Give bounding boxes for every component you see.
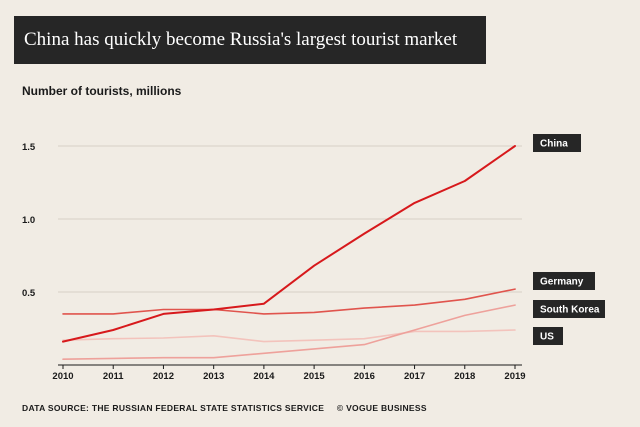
y-tick-label: 1.5	[22, 142, 36, 153]
credit: © VOGUE BUSINESS	[337, 403, 427, 413]
legend-label-germany: Germany	[540, 277, 584, 288]
y-tick-label: 1.0	[22, 215, 35, 226]
footer: DATA SOURCE: THE RUSSIAN FEDERAL STATE S…	[22, 403, 427, 413]
x-tick-label: 2010	[52, 371, 73, 382]
x-tick-label: 2013	[203, 371, 224, 382]
legend-label-china: China	[540, 139, 568, 150]
x-tick-label: 2016	[354, 371, 375, 382]
line-chart: 0.5 1.0 1.5 2010 2011 2012 2013 2014 2015 2016 201…	[0, 0, 640, 427]
x-tick-label: 2017	[404, 371, 425, 382]
x-tick-label: 2011	[103, 371, 124, 382]
data-source: DATA SOURCE: THE RUSSIAN FEDERAL STATE S…	[22, 403, 324, 413]
legend-label-south-korea: South Korea	[540, 305, 600, 316]
x-tick-label: 2012	[153, 371, 174, 382]
x-tick-label: 2014	[253, 371, 275, 382]
x-tick-label: 2018	[454, 371, 475, 382]
series-line-us	[63, 330, 515, 342]
y-tick-label: 0.5	[22, 288, 36, 299]
x-tick-label: 2019	[504, 371, 525, 382]
legend-label-us: US	[540, 332, 554, 343]
x-tick-label: 2015	[304, 371, 326, 382]
series-line-germany	[63, 289, 515, 314]
